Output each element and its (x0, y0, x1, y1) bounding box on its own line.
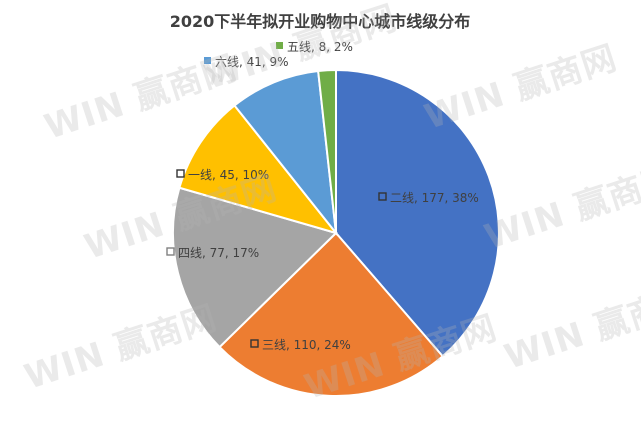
pie-slice-3 (178, 104, 339, 235)
data-label-text-0: 二线, 177, 38% (390, 191, 479, 205)
data-label-1: 三线, 110, 24% (250, 338, 351, 352)
legend-marker-5 (276, 42, 283, 49)
data-label-0: 二线, 177, 38% (378, 191, 479, 205)
data-label-text-2: 四线, 77, 17% (178, 246, 259, 260)
legend-marker-4 (204, 57, 211, 64)
pie-slice-5 (317, 68, 337, 234)
data-label-3: 一线, 45, 10% (176, 168, 269, 182)
pie-slice-0 (335, 68, 500, 358)
data-label-5: 五线, 8, 2% (276, 40, 353, 54)
chart-title: 2020下半年拟开业购物中心城市线级分布 (170, 12, 471, 31)
legend-marker-1 (250, 339, 259, 348)
data-label-4: 六线, 41, 9% (204, 55, 289, 69)
pie-slices (172, 68, 500, 397)
data-labels: 二线, 177, 38% 三线, 110, 24% 四线, 77, 17% 一线, 4… (166, 40, 479, 352)
legend-marker-0 (378, 192, 387, 201)
legend-marker-3 (176, 169, 185, 178)
pie-slice-2 (172, 186, 338, 349)
data-label-2: 四线, 77, 17% (166, 246, 259, 260)
data-label-text-3: 一线, 45, 10% (188, 168, 269, 182)
data-label-text-5: 五线, 8, 2% (287, 40, 353, 54)
pie-slice-4 (233, 69, 338, 237)
data-label-text-4: 六线, 41, 9% (215, 55, 289, 69)
pie-slice-1 (218, 231, 445, 397)
legend-marker-2 (166, 247, 175, 256)
data-label-text-1: 三线, 110, 24% (262, 338, 351, 352)
